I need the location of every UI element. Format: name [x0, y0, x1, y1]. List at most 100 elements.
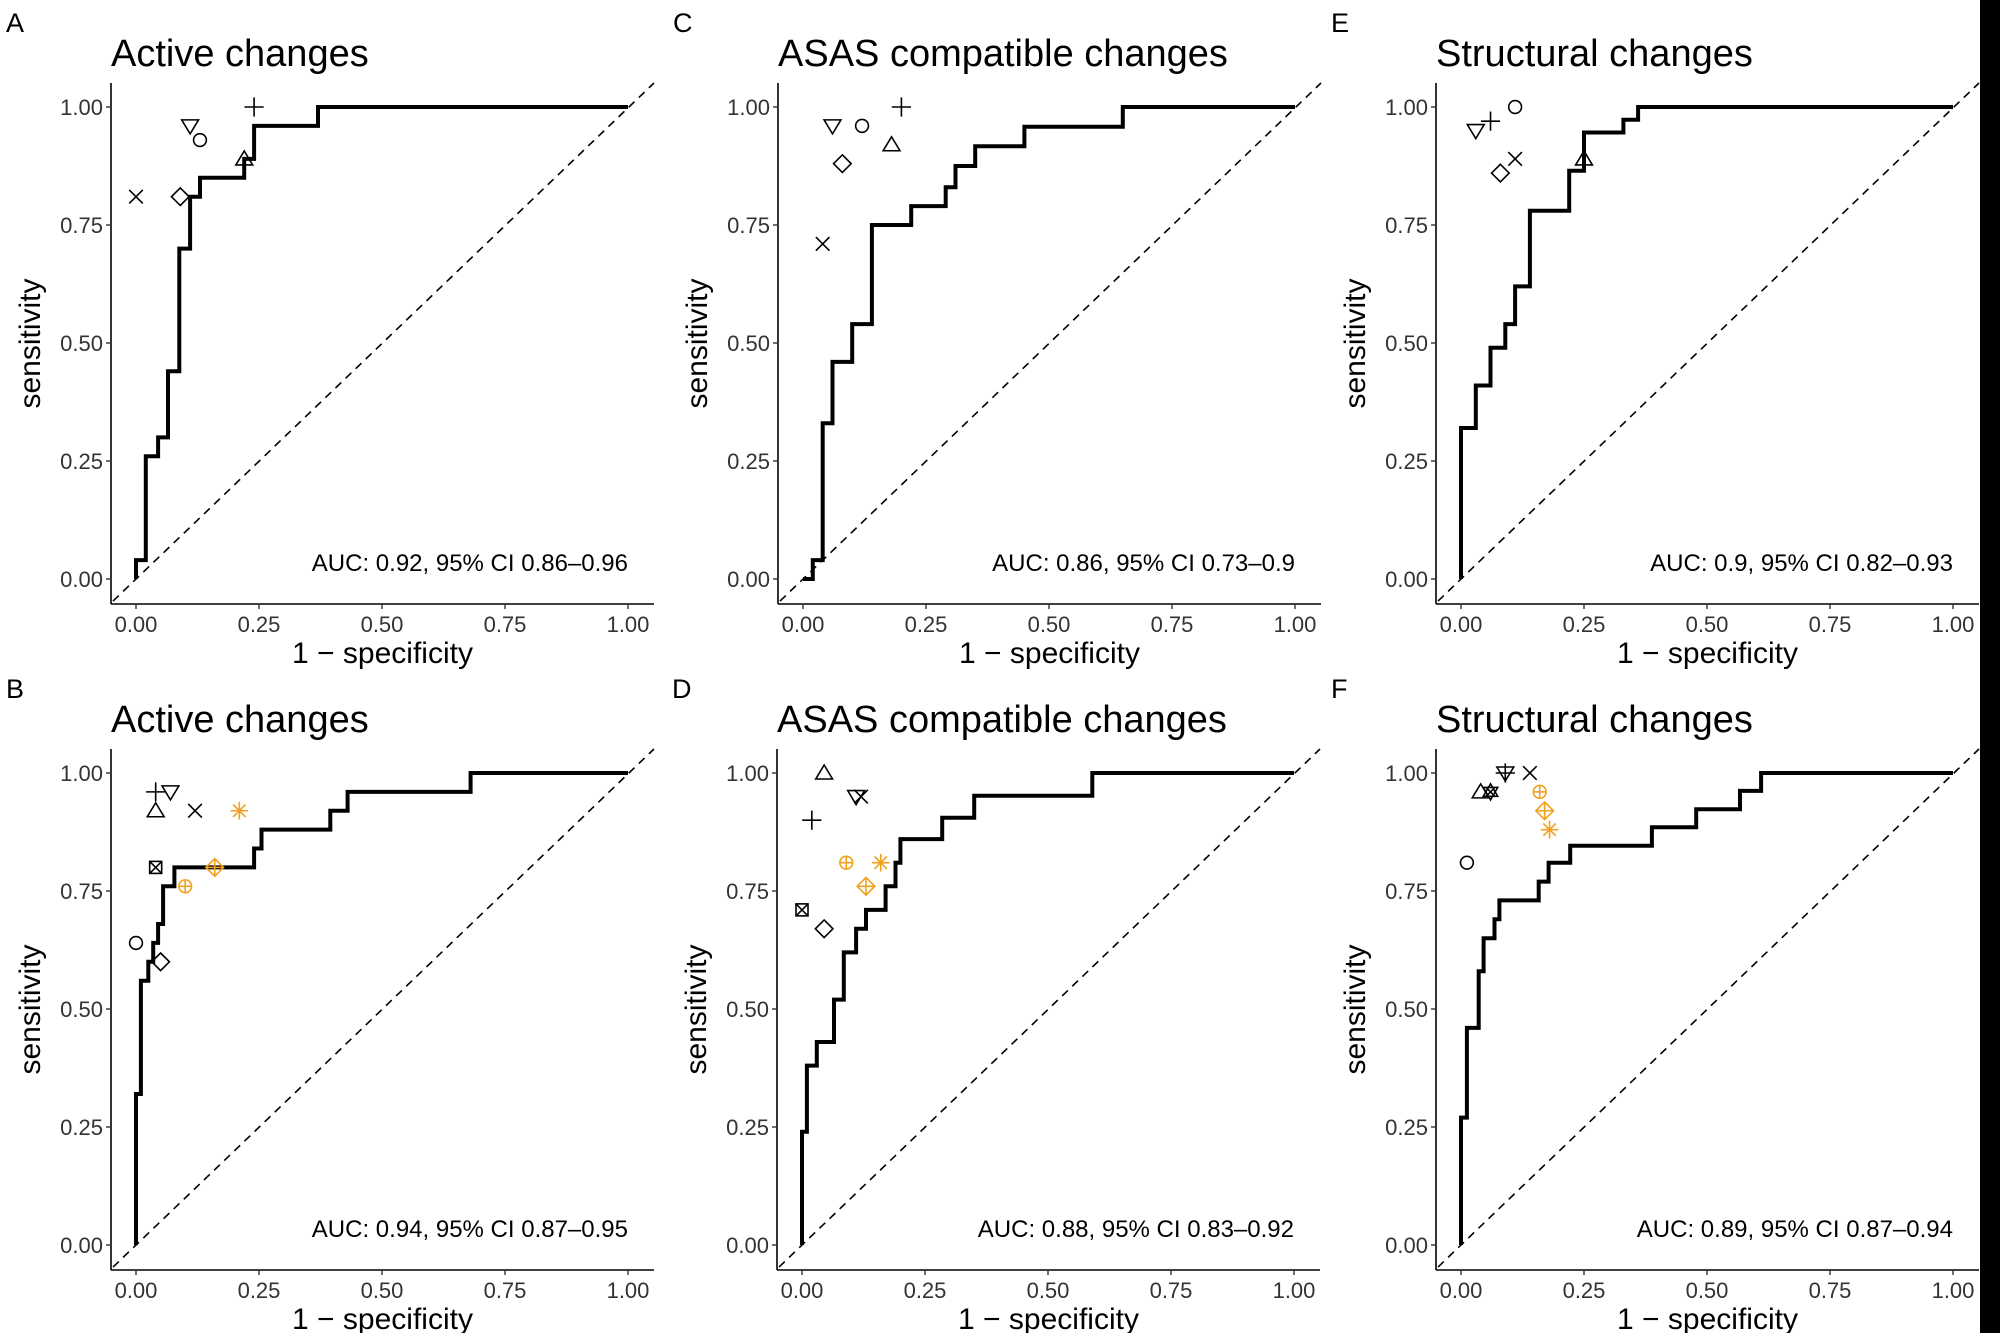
y-tick-label: 1.00 [1385, 761, 1428, 786]
triangle-shape [1574, 149, 1594, 166]
diamond-marker [832, 153, 853, 174]
panel-a: A Active changes 0.00 0.25 0.50 0.75 1.00 0.00 0… [6, 8, 655, 670]
x-tick-label: 0.75 [484, 1278, 527, 1303]
x-tick-label: 0.00 [781, 1278, 824, 1303]
x-tick-label: 0.75 [1809, 612, 1852, 637]
panel-e: E Structural changes 0.00 0.25 0.50 0.75 1.00 0… [1331, 8, 1980, 670]
star-of-david-x-marker [1481, 782, 1500, 802]
panel-title: ASAS compatible changes [777, 699, 1227, 741]
x-marker [853, 789, 869, 804]
y-tick-label: 1.00 [60, 761, 103, 786]
triangle-up-shape [1481, 782, 1500, 798]
x-marker [1507, 151, 1523, 167]
auc-annotation: AUC: 0.86, 95% CI 0.73–0.9 [992, 550, 1295, 577]
triangle-shape [234, 149, 255, 166]
y-tick-label: 1.00 [60, 95, 103, 120]
x-tick-label: 0.50 [361, 1278, 404, 1303]
y-tick-label: 0.50 [1385, 997, 1428, 1022]
reference-diagonal [779, 82, 1322, 602]
x-b [1522, 765, 1538, 781]
x-tick-label: 1.00 [1274, 612, 1317, 637]
y-tick-label: 0.75 [1385, 879, 1428, 904]
y-tick-label: 0.50 [727, 331, 770, 356]
y-tick-label: 0.00 [1385, 1233, 1428, 1258]
roc-curve [803, 105, 1295, 581]
triangle-marker [145, 801, 166, 818]
y-tick-label: 0.00 [727, 567, 770, 592]
y-tick-label: 0.50 [60, 331, 103, 356]
x-tick-label: 0.75 [1150, 1278, 1193, 1303]
x-tick-label: 0.75 [484, 612, 527, 637]
asterisk-marker [1540, 820, 1559, 839]
triangle-down-marker [1495, 766, 1516, 783]
diamond-shape [856, 876, 876, 897]
y-tick-label: 0.00 [60, 1233, 103, 1258]
auc-annotation: AUC: 0.88, 95% CI 0.83–0.92 [978, 1216, 1294, 1243]
y-tick-label: 0.25 [727, 449, 770, 474]
y-axis-title: sensitivity [14, 278, 47, 408]
x-b [187, 803, 203, 819]
x-b [1485, 787, 1496, 797]
y-axis-title: sensitivity [681, 278, 714, 408]
diamond-shape [1490, 163, 1511, 184]
asterisk-ray [1542, 822, 1557, 837]
x-axis-title: 1 − specificity [958, 1303, 1139, 1333]
y-tick-label: 0.00 [1385, 567, 1428, 592]
triangle-down-marker [180, 119, 200, 136]
y-tick-label: 0.25 [60, 449, 103, 474]
asterisk-ray [232, 803, 247, 818]
x-tick-label: 0.00 [115, 1278, 158, 1303]
y-tick-label: 0.25 [1385, 1115, 1428, 1140]
diamond-plus-marker [204, 857, 225, 878]
reference-diagonal [112, 748, 655, 1268]
circle-shape [854, 118, 870, 134]
auc-annotation: AUC: 0.89, 95% CI 0.87–0.94 [1637, 1216, 1953, 1243]
circle-marker [128, 935, 144, 951]
panel-title: Structural changes [1436, 699, 1753, 741]
auc-annotation: AUC: 0.92, 95% CI 0.86–0.96 [312, 550, 628, 577]
asterisk-ray [873, 855, 888, 870]
x-tick-label: 0.75 [1809, 1278, 1852, 1303]
plus-marker [802, 810, 822, 830]
x-tick-label: 0.75 [1151, 612, 1194, 637]
panel-title: Active changes [111, 33, 369, 75]
x-b [149, 860, 163, 874]
x-tick-label: 0.50 [1686, 612, 1729, 637]
triangle-down-shape [1495, 766, 1516, 783]
x-marker [815, 236, 831, 252]
x-axis-title: 1 − specificity [959, 637, 1140, 670]
plus-marker [1480, 111, 1501, 131]
x-tick-label: 0.00 [1440, 612, 1483, 637]
triangle-shape [881, 135, 902, 152]
y-tick-label: 0.50 [1385, 331, 1428, 356]
y-tick-label: 0.00 [60, 567, 103, 592]
y-tick-label: 1.00 [726, 761, 769, 786]
plus-marker [891, 97, 911, 117]
circle-shape [1459, 855, 1475, 870]
x-b [815, 236, 831, 252]
triangle-shape [814, 763, 834, 780]
y-tick-label: 0.75 [727, 213, 770, 238]
x-tick-label: 1.00 [607, 1278, 650, 1303]
x-tick-label: 0.25 [1563, 612, 1606, 637]
triangle-down-shape [1465, 123, 1486, 141]
x-tick-label: 1.00 [1932, 612, 1975, 637]
triangle-down-marker [1465, 123, 1486, 141]
x-tick-label: 0.25 [238, 612, 281, 637]
y-tick-label: 0.25 [60, 1115, 103, 1140]
x-tick-label: 0.25 [905, 612, 948, 637]
x-b [128, 189, 144, 205]
diamond-shape [204, 857, 225, 878]
panel-letter: C [673, 8, 693, 38]
y-tick-label: 0.00 [726, 1233, 769, 1258]
x-tick-label: 0.25 [238, 1278, 281, 1303]
roc-curve [1459, 771, 1953, 1245]
roc-curve [134, 771, 628, 1245]
y-axis-title: sensitivity [14, 944, 47, 1074]
panel-letter: D [672, 674, 692, 704]
x-tick-label: 1.00 [1932, 1278, 1975, 1303]
triangle-down-shape [822, 119, 843, 136]
x-tick-label: 0.25 [904, 1278, 947, 1303]
y-tick-label: 0.25 [726, 1115, 769, 1140]
circle-marker [854, 118, 870, 134]
